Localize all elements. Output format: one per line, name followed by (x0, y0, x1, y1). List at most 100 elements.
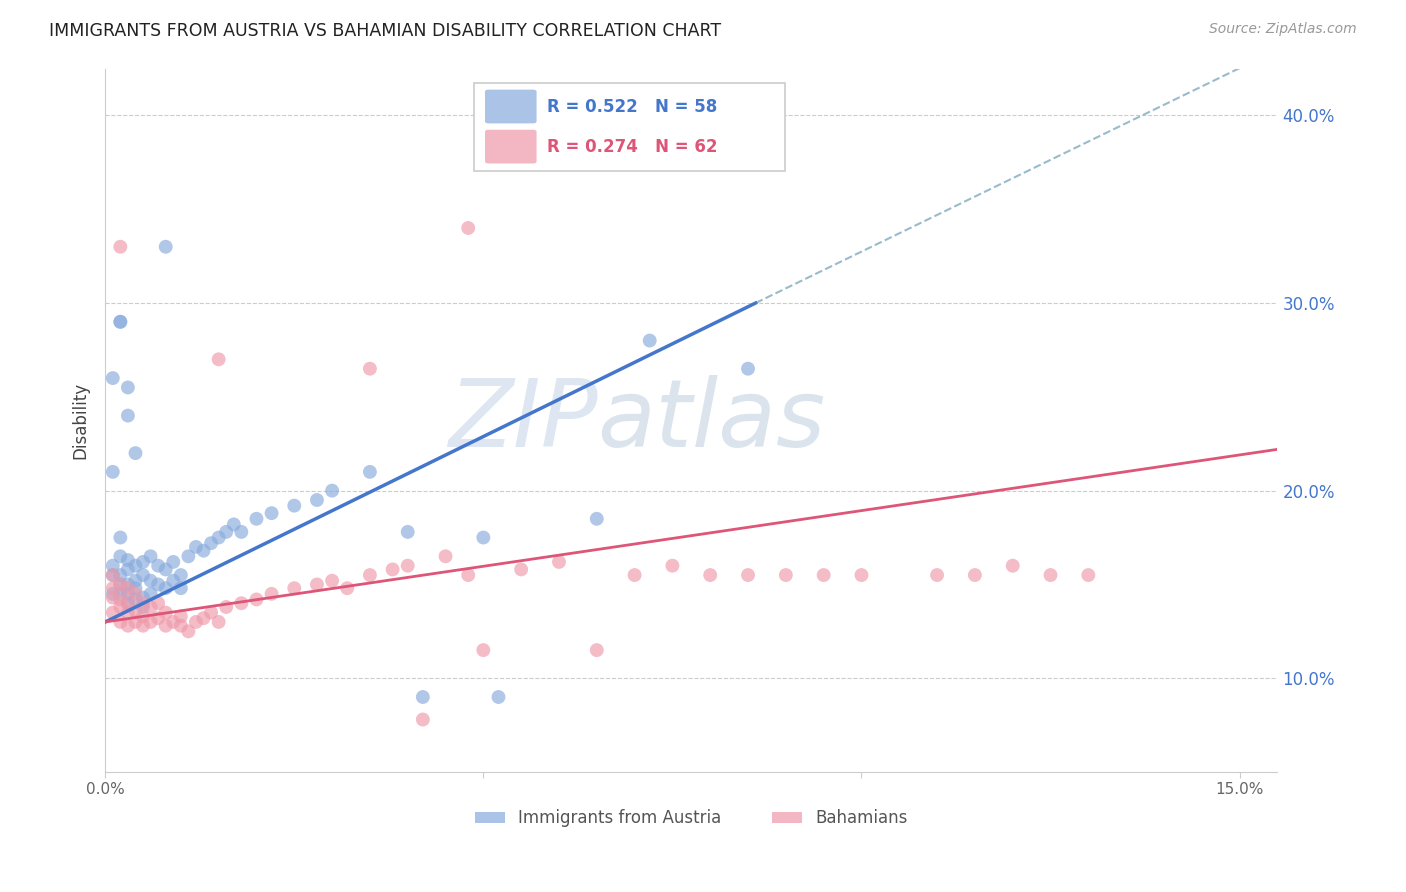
Point (222, 517, 245, 532)
Point (283, 499, 305, 513)
Point (101, 465, 124, 479)
Point (548, 555, 571, 569)
Point (200, 606, 222, 620)
FancyBboxPatch shape (485, 89, 537, 123)
Point (737, 568, 759, 582)
Point (737, 361, 759, 376)
Point (101, 568, 124, 582)
Point (110, 577, 132, 591)
Point (101, 568, 124, 582)
Point (132, 568, 155, 582)
Point (110, 615, 132, 629)
Point (321, 574, 343, 588)
Y-axis label: Disability: Disability (72, 382, 89, 458)
Point (101, 606, 124, 620)
Point (208, 615, 231, 629)
Point (117, 596, 139, 610)
Point (132, 609, 155, 624)
Point (124, 615, 146, 629)
FancyBboxPatch shape (474, 83, 785, 170)
Point (101, 591, 124, 605)
Point (139, 574, 162, 588)
Point (260, 587, 283, 601)
Point (170, 618, 193, 632)
Point (457, 221, 479, 235)
Point (623, 568, 645, 582)
Point (146, 596, 169, 610)
Point (124, 604, 146, 618)
Point (359, 465, 381, 479)
Point (412, 713, 434, 727)
Point (162, 574, 184, 588)
Text: IMMIGRANTS FROM AUSTRIA VS BAHAMIAN DISABILITY CORRELATION CHART: IMMIGRANTS FROM AUSTRIA VS BAHAMIAN DISA… (49, 22, 721, 40)
Point (585, 512, 607, 526)
Legend: Immigrants from Austria, Bahamians: Immigrants from Austria, Bahamians (468, 803, 914, 834)
Point (155, 240, 177, 254)
Point (117, 581, 139, 595)
Point (283, 581, 305, 595)
Point (510, 562, 533, 576)
Point (146, 558, 169, 573)
Point (215, 599, 238, 614)
Point (1077, 568, 1099, 582)
FancyBboxPatch shape (485, 129, 537, 163)
Text: ZIP: ZIP (449, 375, 598, 466)
Point (132, 599, 155, 614)
Point (231, 596, 253, 610)
Point (155, 606, 177, 620)
Point (101, 371, 124, 385)
Point (110, 315, 132, 329)
Point (193, 611, 215, 625)
Point (359, 568, 381, 582)
Point (117, 618, 139, 632)
Point (155, 562, 177, 576)
Point (585, 643, 607, 657)
Point (101, 587, 124, 601)
Point (661, 558, 683, 573)
Point (184, 615, 207, 629)
Point (396, 524, 419, 539)
Point (472, 531, 495, 545)
Text: R = 0.522   N = 58: R = 0.522 N = 58 (547, 97, 717, 115)
Point (110, 315, 132, 329)
Point (775, 568, 797, 582)
Point (177, 624, 200, 639)
Point (336, 581, 359, 595)
Point (117, 606, 139, 620)
Point (132, 618, 155, 632)
Point (155, 581, 177, 595)
Point (117, 380, 139, 394)
Point (1001, 558, 1024, 573)
Point (117, 553, 139, 567)
Point (245, 512, 267, 526)
Point (101, 581, 124, 595)
Point (132, 555, 155, 569)
Point (110, 531, 132, 545)
Point (139, 549, 162, 564)
Point (124, 592, 146, 607)
Point (231, 524, 253, 539)
Point (146, 611, 169, 625)
Point (457, 568, 479, 582)
Point (162, 555, 184, 569)
Point (472, 643, 495, 657)
Point (110, 549, 132, 564)
Point (434, 549, 457, 564)
Point (110, 568, 132, 582)
Point (124, 446, 146, 460)
Point (699, 568, 721, 582)
Text: Source: ZipAtlas.com: Source: ZipAtlas.com (1209, 22, 1357, 37)
Point (132, 591, 155, 605)
Point (170, 568, 193, 582)
Point (1039, 568, 1062, 582)
Point (139, 587, 162, 601)
Point (208, 352, 231, 367)
Point (155, 618, 177, 632)
Text: atlas: atlas (598, 375, 825, 466)
Point (117, 596, 139, 610)
Point (925, 568, 948, 582)
Point (139, 599, 162, 614)
Point (193, 543, 215, 558)
Point (124, 587, 146, 601)
Point (101, 558, 124, 573)
